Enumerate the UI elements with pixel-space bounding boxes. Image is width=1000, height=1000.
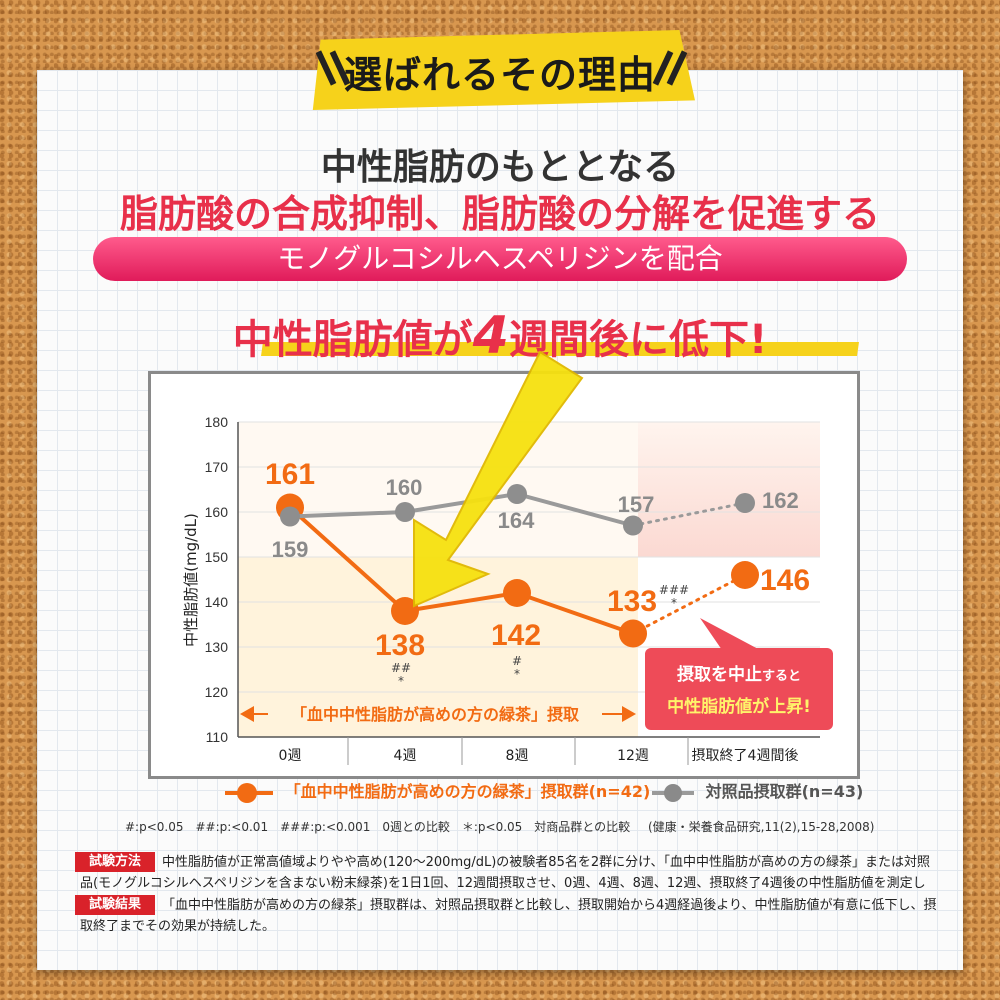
series-orange-line: [288, 506, 634, 636]
series-orange-dotted: [631, 573, 747, 635]
callout-part-a: 中性脂肪値が: [232, 317, 473, 363]
orange-point: [619, 619, 647, 648]
callout-number: 4: [472, 306, 509, 366]
red-callout-line1a: 摂取を中止: [677, 664, 762, 685]
ingredient-pill: モノグルコシルヘスペリジンを配合: [93, 237, 907, 281]
orange-point: [503, 579, 531, 607]
orange-value-label: 146: [760, 564, 810, 597]
y-tick-label: 180: [205, 414, 229, 430]
y-tick-label: 110: [206, 729, 229, 745]
banner-title: 選ばれるその理由: [343, 53, 656, 97]
x-tick-label: 0週: [279, 748, 302, 764]
gray-value-label: 162: [762, 488, 799, 513]
orange-point: [391, 597, 419, 625]
x-tick-label: 摂取終了4週間後: [692, 748, 799, 764]
legend-orange-line: [225, 782, 273, 803]
result-text: 「血中中性脂肪が高めの方の緑茶」摂取群は、対照品摂取群と比較し、摂取開始から4週…: [80, 898, 937, 934]
gray-value-label: 160: [386, 475, 423, 500]
y-tick-label: 170: [205, 459, 229, 475]
gray-point: [280, 506, 300, 527]
intake-arrow-left-head: [240, 706, 254, 722]
significance-mark: *: [398, 674, 404, 688]
method-tag: 試験方法: [75, 852, 155, 872]
method-text: 中性脂肪値が正常高値域よりやや高め(120〜200mg/dL)の被験者85名を2…: [80, 855, 930, 912]
gray-value-label: 159: [272, 537, 309, 562]
red-callout-line1: 摂取を中止すると: [677, 664, 801, 685]
y-tick-label: 140: [205, 594, 229, 610]
intake-arrow-right-head: [622, 706, 636, 722]
legend-gray-dot: [664, 783, 682, 802]
red-callout-box: [645, 648, 833, 730]
y-axis-label: 中性脂肪値(mg/dL): [182, 513, 200, 647]
x-tick-label: 8週: [506, 748, 529, 764]
gray-value-label: 164: [498, 508, 535, 533]
red-box-pointer: [700, 618, 760, 650]
gray-point: [623, 515, 643, 536]
legend-gray-label: 対照品摂取群(n=43): [705, 782, 864, 801]
orange-value-label: 138: [375, 629, 425, 662]
legend-orange-dot: [237, 782, 257, 803]
legend-orange-label: 「血中中性脂肪が高めの方の緑茶」摂取群(n=42): [284, 782, 651, 801]
shade-post-intake: [638, 422, 820, 557]
intake-arrow-label: 「血中中性脂肪が高めの方の緑茶」摂取: [291, 705, 579, 724]
significance-mark: #: [512, 654, 522, 668]
significance-mark: ###: [659, 583, 689, 597]
y-tick-label: 120: [205, 684, 229, 700]
red-callout-line1b: すると: [762, 669, 801, 684]
headline-line2: 脂肪酸の合成抑制、脂肪酸の分解を促進する: [119, 192, 880, 236]
x-tick-label: 4週: [394, 748, 417, 764]
legend-orange: 「血中中性脂肪が高めの方の緑茶」摂取群(n=42): [225, 778, 651, 803]
red-callout-line2: 中性脂肪値が上昇!: [667, 696, 811, 717]
orange-value-label: 142: [491, 619, 541, 652]
yellow-pointer-arrow: [413, 350, 584, 608]
citation: (健康・栄養食品研究,11(2),15-28,2008): [648, 820, 875, 834]
gray-point: [735, 493, 755, 513]
significance-mark: *: [671, 596, 677, 610]
y-tick-label: 160: [205, 504, 229, 520]
y-tick-label: 150: [205, 549, 229, 565]
series-gray-line: [289, 491, 634, 528]
gray-point: [507, 484, 527, 504]
gray-point: [395, 502, 415, 522]
x-tick-label: 12週: [617, 748, 649, 764]
legend-gray-line: [652, 783, 694, 802]
orange-value-label: 161: [265, 458, 315, 491]
significance-mark: *: [514, 667, 520, 681]
legend-gray: 対照品摂取群(n=43): [652, 778, 863, 802]
title-banner: [312, 30, 695, 110]
y-tick-label: 130: [205, 639, 229, 655]
series-gray-dotted: [631, 501, 747, 527]
orange-value-label: 133: [607, 585, 657, 618]
callout-headline: 中性脂肪値が4週間後に低下!: [0, 306, 1000, 366]
headline-line1: 中性脂肪のもととなる: [320, 147, 680, 188]
significance-notes: #:p<0.05 ##:p:<0.01 ###:p:<0.001 0週との比較 …: [125, 820, 631, 834]
result-tag: 試験結果: [75, 895, 155, 915]
callout-part-b: 週間後に低下!: [508, 317, 768, 363]
significance-mark: ##: [391, 661, 411, 675]
intake-arrow-label-bg: [268, 702, 602, 726]
orange-point: [731, 561, 759, 589]
gray-value-label: 157: [618, 492, 655, 517]
